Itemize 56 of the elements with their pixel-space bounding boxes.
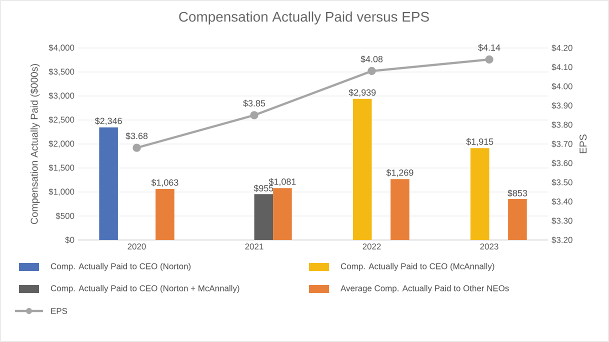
legend-label: Average Comp. Actually Paid to Other NEOs bbox=[340, 285, 509, 293]
y2-tick-label: $3.40 bbox=[552, 198, 572, 206]
y2-tick-label: $4.10 bbox=[552, 64, 572, 71]
bar bbox=[352, 98, 372, 240]
data-label: $853 bbox=[508, 190, 528, 197]
y-tick-label: $0 bbox=[65, 236, 74, 244]
point bbox=[132, 144, 141, 152]
data-label: $1,063 bbox=[151, 178, 178, 187]
y2-axis-title: EPS bbox=[580, 134, 587, 154]
x-tick-label: 2023 bbox=[480, 244, 498, 250]
data-label: $2,346 bbox=[94, 117, 122, 126]
y2-tick-label: $3.90 bbox=[552, 102, 572, 110]
y2-tick-label: $3.70 bbox=[552, 140, 572, 148]
bar bbox=[99, 127, 118, 240]
y-tick-label: $3,500 bbox=[48, 68, 74, 76]
y2-tick-label: $3.80 bbox=[552, 121, 572, 128]
point bbox=[368, 66, 376, 76]
point bbox=[250, 111, 258, 120]
data-label: $2,939 bbox=[348, 88, 376, 97]
data-label: $955 bbox=[254, 184, 274, 192]
legend-label: EPS bbox=[51, 308, 68, 314]
y-tick-label: $500 bbox=[56, 212, 74, 220]
data-label: $1,269 bbox=[386, 169, 414, 177]
x-tick-label: 2022 bbox=[362, 244, 381, 250]
y-tick-label: $1,000 bbox=[48, 188, 74, 196]
legend-label: Comp. Actually Paid to CEO (Norton + McAnnally) bbox=[50, 285, 240, 293]
data-label: $4.08 bbox=[360, 56, 383, 63]
y-tick-label: $2,000 bbox=[48, 140, 74, 148]
data-label: $3.68 bbox=[126, 132, 148, 140]
chart-title: Compensation Actually Paid versus EPS bbox=[179, 11, 429, 24]
y2-tick-label: $3.30 bbox=[552, 217, 572, 224]
y-tick-label: $3,000 bbox=[48, 92, 74, 100]
y2-tick-label: $3.50 bbox=[552, 178, 572, 186]
bar bbox=[273, 188, 292, 240]
data-label: $4.14 bbox=[478, 44, 500, 52]
y-tick-label: $1,500 bbox=[48, 164, 74, 172]
bar bbox=[254, 194, 274, 240]
bar bbox=[508, 199, 527, 240]
data-label: $3.85 bbox=[243, 100, 266, 107]
data-label: $1,915 bbox=[466, 138, 494, 146]
y2-tick-label: $3.20 bbox=[552, 236, 572, 244]
bar bbox=[156, 188, 174, 240]
data-label: $1,081 bbox=[268, 178, 296, 186]
legend-label: Comp. Actually Paid to CEO (McAnnally) bbox=[340, 263, 494, 271]
y-tick-label: $4,000 bbox=[48, 44, 74, 52]
y2-tick-label: $4.00 bbox=[552, 82, 572, 90]
point bbox=[485, 55, 494, 64]
y-tick-label: $2,500 bbox=[48, 116, 74, 124]
bar bbox=[390, 179, 410, 240]
legend-label: Comp. Actually Paid to CEO (Norton) bbox=[50, 263, 191, 271]
bar bbox=[470, 148, 490, 240]
x-tick-label: 2021 bbox=[245, 244, 264, 250]
x-tick-label: 2020 bbox=[128, 244, 146, 250]
y-axis-title: Compensation Actually Paid ($000s) bbox=[30, 64, 40, 224]
y2-tick-label: $4.20 bbox=[552, 44, 572, 52]
y2-tick-label: $3.60 bbox=[552, 160, 572, 167]
